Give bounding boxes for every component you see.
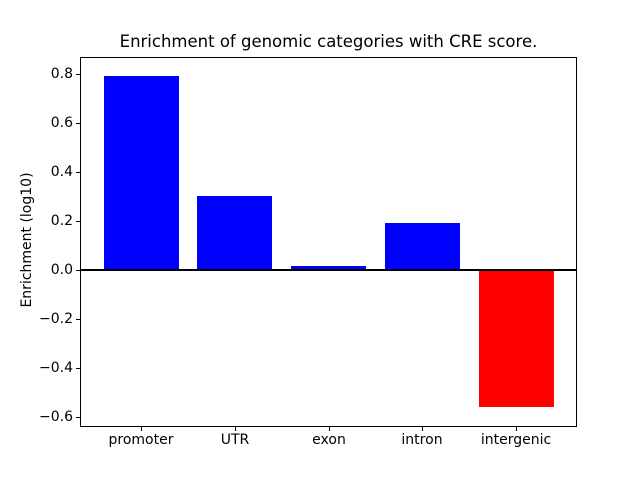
- y-tick-label: 0.2: [50, 213, 73, 229]
- y-tick-label: 0.8: [50, 66, 73, 82]
- x-tick-mark: [235, 427, 236, 431]
- y-tick-label: 0.4: [50, 164, 73, 180]
- y-tick-mark: [76, 74, 80, 75]
- y-tick-label: −0.6: [39, 409, 73, 425]
- x-tick-label-intron: intron: [401, 432, 443, 448]
- y-tick-label: 0.0: [50, 262, 73, 278]
- y-tick-mark: [76, 417, 80, 418]
- plot-area: [80, 57, 577, 427]
- y-tick-mark: [76, 319, 80, 320]
- x-tick-mark: [516, 427, 517, 431]
- x-tick-mark: [141, 427, 142, 431]
- y-tick-mark: [76, 172, 80, 173]
- x-tick-label-intergenic: intergenic: [480, 432, 552, 448]
- chart-title: Enrichment of genomic categories with CR…: [119, 32, 538, 51]
- y-tick-mark: [76, 368, 80, 369]
- x-tick-mark: [329, 427, 330, 431]
- bar-intergenic: [478, 269, 554, 408]
- y-tick-label: −0.4: [39, 360, 73, 376]
- bar-promoter: [103, 76, 179, 270]
- x-tick-label-exon: exon: [312, 432, 346, 448]
- bar-exon: [291, 266, 366, 270]
- y-tick-mark: [76, 270, 80, 271]
- bar-UTR: [197, 196, 273, 270]
- x-tick-mark: [422, 427, 423, 431]
- x-tick-label-promoter: promoter: [108, 432, 174, 448]
- y-tick-mark: [76, 221, 80, 222]
- bar-intron: [384, 223, 460, 270]
- y-tick-mark: [76, 123, 80, 124]
- zero-line: [81, 269, 576, 271]
- y-tick-label: −0.2: [39, 311, 73, 327]
- y-tick-label: 0.6: [50, 115, 73, 131]
- x-tick-label-UTR: UTR: [220, 432, 250, 448]
